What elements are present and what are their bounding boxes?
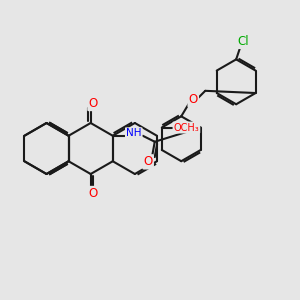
Text: O: O [88,187,98,200]
Text: OCH₃: OCH₃ [173,122,199,133]
Text: O: O [189,93,198,106]
Text: Cl: Cl [238,35,250,48]
Text: O: O [143,155,153,168]
Text: NH: NH [126,128,142,138]
Text: O: O [88,97,98,110]
